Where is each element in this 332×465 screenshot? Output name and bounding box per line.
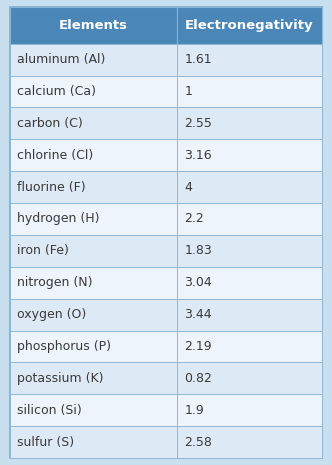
Text: 3.04: 3.04	[184, 276, 212, 289]
Text: carbon (C): carbon (C)	[17, 117, 83, 130]
Bar	[10, 107, 177, 139]
Text: 2.2: 2.2	[184, 213, 204, 226]
Text: iron (Fe): iron (Fe)	[17, 244, 69, 257]
Text: oxygen (O): oxygen (O)	[17, 308, 87, 321]
Bar	[177, 235, 322, 267]
Bar	[177, 362, 322, 394]
Bar	[177, 267, 322, 299]
Text: 0.82: 0.82	[184, 372, 212, 385]
Text: 1.83: 1.83	[184, 244, 212, 257]
Text: silicon (Si): silicon (Si)	[17, 404, 82, 417]
Bar	[10, 75, 177, 107]
Text: aluminum (Al): aluminum (Al)	[17, 53, 106, 66]
Bar	[177, 299, 322, 331]
Bar	[177, 394, 322, 426]
Text: 1.9: 1.9	[184, 404, 204, 417]
Text: 2.19: 2.19	[184, 340, 212, 353]
Bar	[10, 203, 177, 235]
Bar	[177, 75, 322, 107]
Bar	[177, 203, 322, 235]
Text: 2.58: 2.58	[184, 436, 212, 449]
Bar	[10, 362, 177, 394]
Bar	[177, 7, 322, 44]
Text: potassium (K): potassium (K)	[17, 372, 104, 385]
Text: hydrogen (H): hydrogen (H)	[17, 213, 100, 226]
Text: 3.44: 3.44	[184, 308, 212, 321]
Bar	[10, 44, 177, 75]
Text: phosphorus (P): phosphorus (P)	[17, 340, 111, 353]
Text: 1.61: 1.61	[184, 53, 212, 66]
Bar	[10, 394, 177, 426]
Text: 2.55: 2.55	[184, 117, 212, 130]
Bar	[10, 267, 177, 299]
Bar	[10, 331, 177, 362]
Bar	[177, 426, 322, 458]
Text: calcium (Ca): calcium (Ca)	[17, 85, 96, 98]
Bar	[177, 331, 322, 362]
Text: Electronegativity: Electronegativity	[185, 19, 314, 32]
Text: 4: 4	[184, 180, 192, 193]
Text: chlorine (Cl): chlorine (Cl)	[17, 149, 94, 162]
Text: sulfur (S): sulfur (S)	[17, 436, 74, 449]
Bar	[177, 44, 322, 75]
Bar	[10, 139, 177, 171]
Bar	[177, 107, 322, 139]
Bar	[177, 171, 322, 203]
Bar	[10, 171, 177, 203]
Text: nitrogen (N): nitrogen (N)	[17, 276, 93, 289]
Text: fluorine (F): fluorine (F)	[17, 180, 86, 193]
Bar	[10, 299, 177, 331]
Text: 1: 1	[184, 85, 192, 98]
Bar	[177, 139, 322, 171]
Bar	[10, 7, 177, 44]
Bar	[10, 426, 177, 458]
Text: 3.16: 3.16	[184, 149, 212, 162]
Text: Elements: Elements	[59, 19, 128, 32]
Bar	[10, 235, 177, 267]
